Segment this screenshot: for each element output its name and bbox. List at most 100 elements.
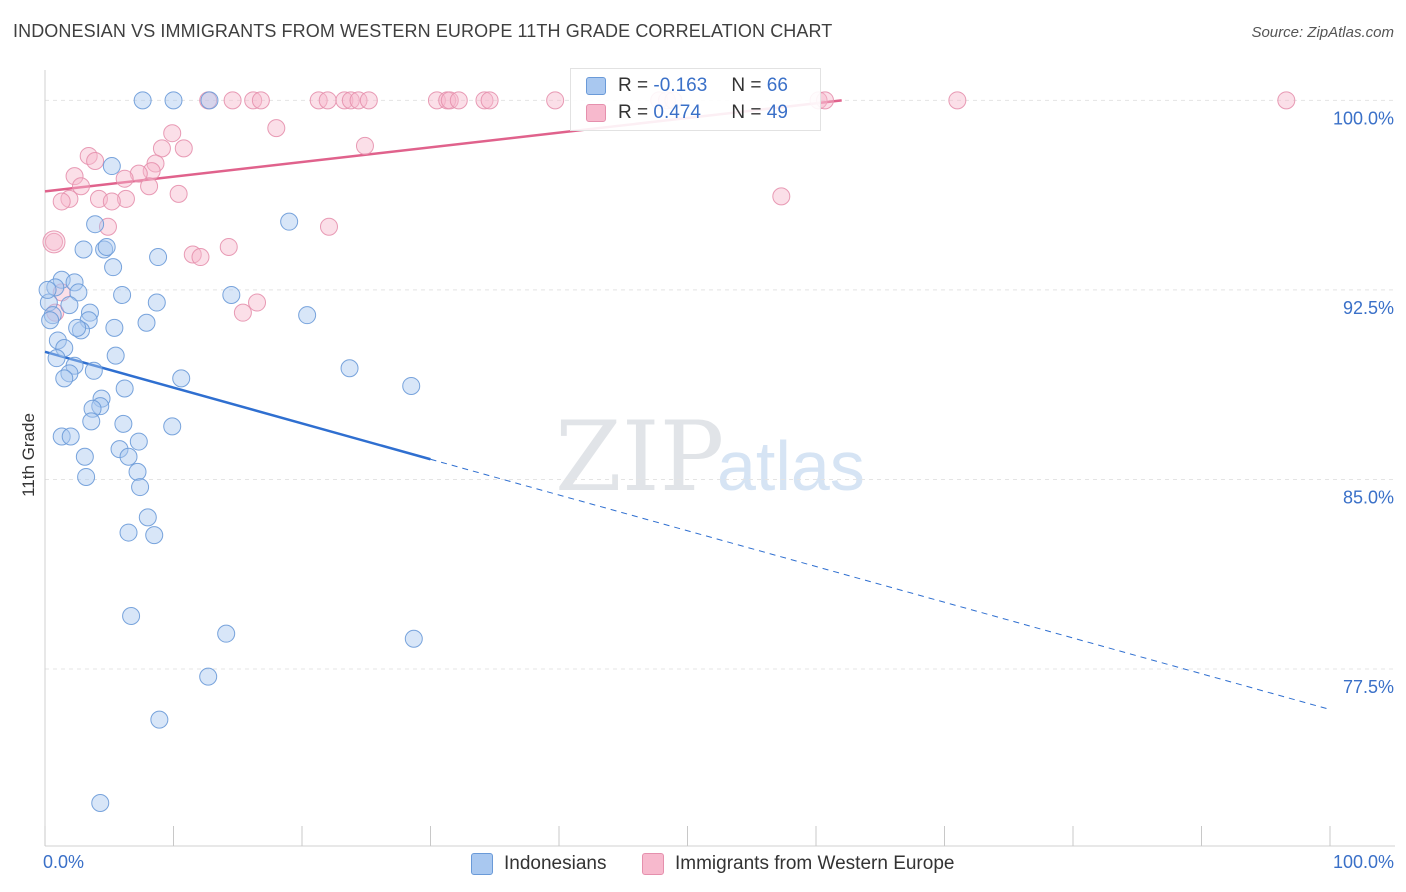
point-western-europe: [772, 187, 791, 206]
point-western-europe: [233, 303, 252, 322]
point-western-europe: [116, 189, 135, 208]
point-indonesian: [200, 91, 219, 110]
point-indonesian: [38, 280, 57, 299]
bottom-legend-label: Indonesians: [504, 853, 607, 874]
point-western-europe: [318, 91, 337, 110]
point-indonesian: [298, 306, 317, 325]
point-western-europe: [244, 91, 263, 110]
point-indonesian: [114, 414, 133, 433]
watermark: ZIP atlas: [555, 401, 865, 513]
point-indonesian: [131, 478, 150, 497]
x-tick-label-max: 100.0%: [1332, 852, 1394, 872]
legend-swatch-pink: [586, 104, 606, 122]
point-western-europe: [251, 91, 270, 110]
point-indonesian: [129, 432, 148, 451]
point-western-europe: [152, 139, 171, 158]
point-indonesian: [48, 331, 67, 350]
point-western-europe: [335, 91, 354, 110]
grid-lines: [45, 99, 1395, 670]
point-indonesian: [163, 417, 182, 436]
point-western-europe: [546, 91, 565, 110]
point-indonesian: [119, 523, 138, 542]
point-indonesian: [222, 285, 241, 304]
point-western-europe: [1277, 91, 1296, 110]
point-western-europe: [115, 169, 134, 188]
point-western-europe: [52, 192, 71, 211]
point-indonesian: [61, 427, 80, 446]
point-western-europe: [140, 177, 159, 196]
point-indonesian: [150, 710, 169, 729]
y-tick-label: 92.5%: [1343, 298, 1394, 318]
legend-r-value: 0.474: [653, 102, 701, 123]
point-indonesian: [147, 293, 166, 312]
point-indonesian: [95, 240, 114, 259]
legend-r-label: R =: [618, 102, 649, 123]
point-indonesian: [47, 349, 66, 368]
point-indonesian: [110, 440, 129, 459]
source-label: Source: ZipAtlas.com: [1251, 24, 1394, 41]
y-tick-label: 85.0%: [1343, 487, 1394, 507]
point-indonesian: [69, 283, 88, 302]
data-points: [38, 91, 1296, 813]
legend-row-western-europe: R = 0.474 N = 49: [586, 101, 788, 125]
legend-swatch-blue: [586, 77, 606, 95]
point-western-europe: [174, 139, 193, 158]
point-indonesian: [65, 273, 84, 292]
watermark-atlas: atlas: [717, 427, 865, 505]
bottom-legend-western-europe: Immigrants from Western Europe: [642, 851, 954, 877]
point-indonesian: [402, 376, 421, 395]
point-indonesian: [41, 311, 60, 330]
point-indonesian: [119, 447, 138, 466]
point-western-europe: [948, 91, 967, 110]
point-indonesian: [113, 285, 132, 304]
point-indonesian: [105, 318, 124, 337]
x-tick-label-min: 0.0%: [43, 852, 85, 872]
point-western-europe: [169, 184, 188, 203]
y-tick-label: 77.5%: [1343, 677, 1394, 697]
bottom-legend-indonesians: Indonesians: [471, 851, 606, 877]
axes: [44, 70, 1395, 847]
correlation-legend: R = -0.163 N = 66 R = 0.474 N = 49: [570, 68, 821, 131]
point-western-europe: [163, 124, 182, 143]
point-western-europe: [102, 192, 121, 211]
point-indonesian: [102, 157, 121, 176]
point-western-europe: [219, 237, 238, 256]
point-indonesian: [104, 258, 123, 277]
bottom-legend-label: Immigrants from Western Europe: [675, 853, 955, 874]
y-tick-label: 100.0%: [1333, 108, 1394, 128]
point-indonesian: [217, 624, 236, 643]
point-western-europe: [191, 248, 210, 267]
point-western-europe: [341, 91, 360, 110]
legend-r-value: -0.163: [653, 75, 708, 96]
point-western-europe: [480, 91, 499, 110]
point-western-europe: [349, 91, 368, 110]
point-indonesian: [137, 313, 156, 332]
legend-n-label: N =: [731, 102, 762, 123]
point-indonesian: [404, 629, 423, 648]
point-western-europe: [71, 177, 90, 196]
point-western-europe: [319, 217, 338, 236]
point-indonesian: [164, 91, 183, 110]
point-indonesian: [138, 508, 157, 527]
point-western-europe: [355, 136, 374, 155]
point-indonesian: [122, 606, 141, 625]
point-indonesian: [84, 361, 103, 380]
point-western-europe: [223, 91, 242, 110]
point-western-europe: [475, 91, 494, 110]
legend-n-value: 49: [766, 102, 788, 123]
point-indonesian: [106, 346, 125, 365]
bottom-legend-swatch-pink: [642, 853, 664, 875]
point-western-europe: [42, 230, 66, 254]
point-indonesian: [68, 318, 87, 337]
point-indonesian: [149, 248, 168, 267]
point-indonesian: [82, 412, 101, 431]
point-indonesian: [128, 462, 147, 481]
point-indonesian: [43, 306, 62, 325]
legend-r-label: R =: [618, 75, 649, 96]
point-western-europe: [449, 91, 468, 110]
point-indonesian: [133, 91, 152, 110]
point-indonesian: [74, 240, 93, 259]
point-indonesian: [340, 359, 359, 378]
trendline-indonesians: [44, 350, 431, 461]
